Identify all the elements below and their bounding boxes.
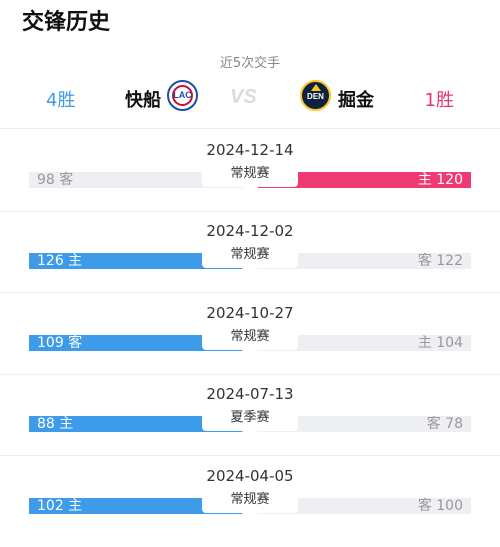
- game-date: 2024-07-13: [206, 385, 294, 403]
- badge-notch: [240, 349, 260, 355]
- left-team-wins: 4胜: [46, 90, 76, 111]
- game-row[interactable]: 2024-12-14 98 客 主 120 常规赛: [0, 141, 500, 221]
- left-score-label: 126 主: [37, 253, 83, 269]
- right-score-label: 主 120: [417, 172, 463, 188]
- game-date: 2024-04-05: [206, 467, 294, 485]
- right-score-bar: [251, 416, 471, 432]
- left-score-bar: [29, 416, 249, 432]
- badge-notch: [240, 430, 260, 436]
- nuggets-logo-icon[interactable]: DEN: [300, 80, 331, 111]
- left-score-label: 102 主: [37, 498, 83, 514]
- left-score-bar: [29, 172, 249, 188]
- teams-header: 4胜 快船 LAC VS DEN 掘金 1胜: [0, 78, 500, 118]
- right-score-label: 客 78: [426, 416, 463, 432]
- game-type-badge: 常规赛: [202, 487, 298, 513]
- left-team-name[interactable]: 快船: [125, 90, 161, 111]
- left-score-label: 98 客: [37, 172, 74, 188]
- clippers-logo-icon[interactable]: LAC: [167, 80, 198, 111]
- right-score-bar: [251, 335, 471, 351]
- divider: [0, 455, 500, 456]
- clippers-logo-text: LAC: [173, 90, 192, 100]
- right-score-label: 客 100: [417, 498, 463, 514]
- badge-notch: [240, 267, 260, 273]
- recent-games-subtitle: 近5次交手: [219, 56, 281, 71]
- right-score-label: 主 104: [417, 335, 463, 351]
- left-score-bar: [29, 253, 249, 269]
- game-row[interactable]: 2024-10-27 109 客 主 104 常规赛: [0, 304, 500, 384]
- right-score-bar: [251, 253, 471, 269]
- game-type-badge: 常规赛: [202, 161, 298, 187]
- left-score-bar: [29, 335, 249, 351]
- game-date: 2024-12-02: [206, 222, 294, 240]
- game-type-badge: 常规赛: [202, 242, 298, 268]
- game-type-badge: 常规赛: [202, 324, 298, 350]
- left-score-bar: [29, 498, 249, 514]
- divider: [0, 128, 500, 129]
- left-score-label: 109 客: [37, 335, 83, 351]
- divider: [0, 292, 500, 293]
- divider: [0, 374, 500, 375]
- right-team-wins: 1胜: [424, 90, 454, 111]
- right-score-bar: [251, 498, 471, 514]
- right-team-name[interactable]: 掘金: [338, 90, 374, 111]
- game-date: 2024-10-27: [206, 304, 294, 322]
- badge-notch: [240, 186, 260, 192]
- game-date: 2024-12-14: [206, 141, 294, 159]
- right-score-label: 客 122: [417, 253, 463, 269]
- game-row[interactable]: 2024-04-05 102 主 客 100 常规赛: [0, 467, 500, 547]
- left-score-label: 88 主: [37, 416, 74, 432]
- nuggets-logo-text: DEN: [307, 92, 324, 101]
- right-score-bar: [251, 172, 471, 188]
- game-row[interactable]: 2024-07-13 88 主 客 78 夏季赛: [0, 385, 500, 465]
- vs-icon: VS: [230, 86, 257, 108]
- divider: [0, 211, 500, 212]
- section-title: 交锋历史: [22, 10, 111, 35]
- game-row[interactable]: 2024-12-02 126 主 客 122 常规赛: [0, 222, 500, 302]
- game-type-badge: 夏季赛: [202, 405, 298, 431]
- badge-notch: [240, 512, 260, 518]
